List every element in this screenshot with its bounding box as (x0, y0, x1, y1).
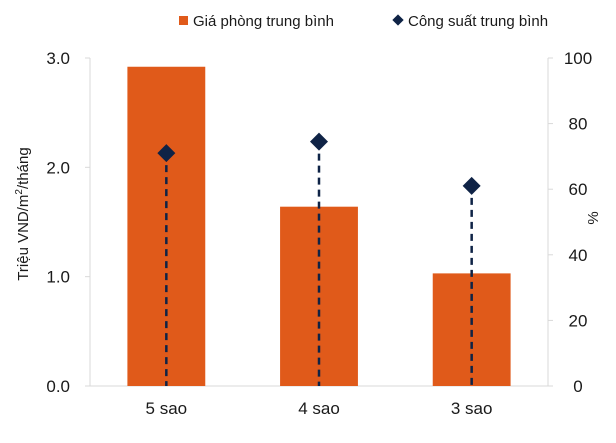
y-left-tick-label: 0.0 (46, 377, 70, 396)
x-category-label: 3 sao (451, 399, 493, 418)
plot-area: 0.0 1.0 2.0 3.0 0 20 40 60 80 100 5 sao 4 sao 3 sao (46, 49, 592, 418)
data-point-marker (157, 144, 176, 163)
x-category-label: 5 sao (146, 399, 188, 418)
x-category-label: 4 sao (298, 399, 340, 418)
y-right-tick-label: 60 (569, 180, 588, 199)
y-axis-right-title: % (585, 211, 602, 224)
y-left-tick-label: 1.0 (46, 268, 70, 287)
data-point-marker (462, 176, 481, 195)
legend-marker-icon (392, 14, 404, 26)
legend: Giá phòng trung bình Công suất trung bìn… (179, 13, 548, 30)
legend-marker-label: Công suất trung bình (408, 13, 548, 30)
y-axis-left-title-superscript: 2 (14, 189, 25, 195)
y-right-tick-label: 80 (569, 115, 588, 134)
y-axis-left-title-main: Triệu VND/m (15, 195, 32, 281)
legend-bar-label: Giá phòng trung bình (193, 13, 334, 30)
bar (280, 206, 358, 386)
y-axis-left-title-tail: /tháng (15, 147, 32, 189)
y-right-tick-label: 100 (564, 49, 592, 68)
y-axis-left-title: Triệu VND/m2/tháng (14, 147, 32, 280)
y-left-tick-label: 2.0 (46, 158, 70, 177)
legend-bar-swatch (179, 16, 188, 25)
data-point-marker (310, 132, 328, 151)
y-left-tick-label: 3.0 (46, 49, 70, 68)
y-right-tick-label: 20 (569, 311, 588, 330)
y-right-tick-label: 0 (573, 377, 582, 396)
y-right-tick-label: 40 (569, 246, 588, 265)
